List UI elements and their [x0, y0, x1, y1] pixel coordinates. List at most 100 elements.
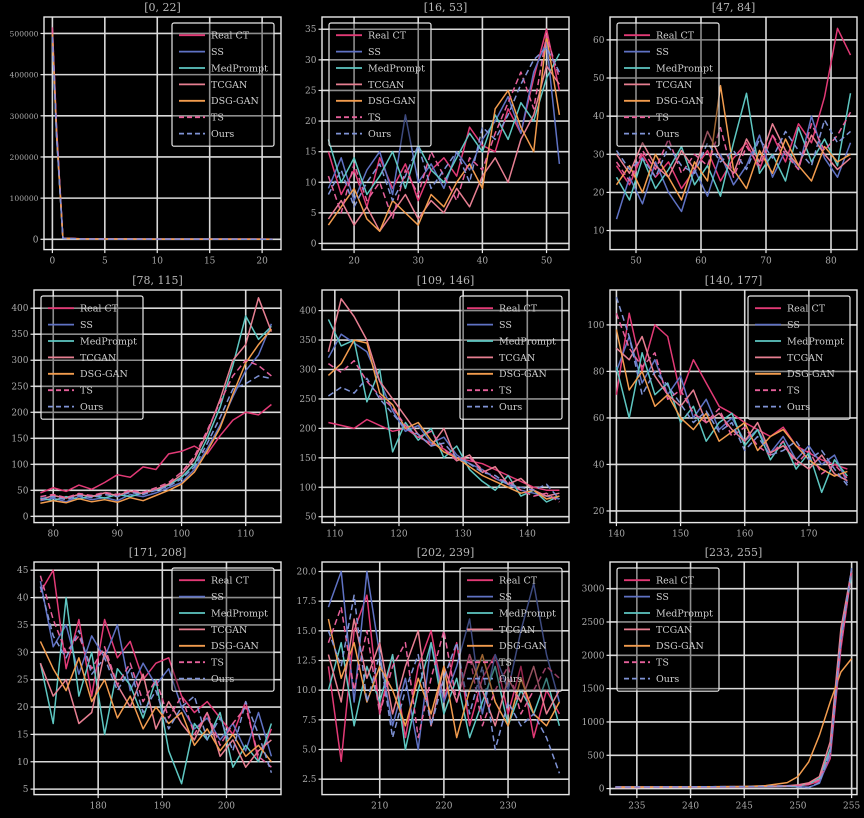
y-tick-label: 50 [593, 74, 605, 84]
legend-label-ours: Ours [211, 129, 234, 140]
series-line-real_ct [328, 418, 560, 491]
axes-spines [321, 288, 570, 523]
series-line-medprompt [327, 642, 561, 751]
legend: Real CT SS MedPrompt TCGAN DSG-GAN TS Ours [40, 294, 144, 420]
chart-canvas: 140 150 160 170 20 40 60 80 100 [140, 177] Real CT… [587, 274, 858, 539]
legend-label-dsg_gan: DSG-GAN [656, 641, 704, 652]
legend-label-dsg_gan: DSG-GAN [499, 641, 547, 652]
x-tick-label: 190 [154, 802, 171, 812]
series-line-ss [615, 335, 849, 484]
axes-spines [321, 561, 570, 796]
y-tick-label: 250 [11, 382, 28, 392]
series-line-medprompt [327, 53, 561, 196]
legend-label-tcgan: TCGAN [211, 625, 247, 636]
y-tick-label: 300000 [10, 112, 39, 121]
legend-label-real_ct: Real CT [499, 303, 538, 314]
axes-spines [609, 288, 858, 523]
legend: Real CT SS MedPrompt TCGAN DSG-GAN TS Ours [747, 294, 851, 420]
series-line-ts [615, 111, 852, 182]
subplot-16-53: 20 30 40 50 0 5 10 15 20 25 30 35 [16, 53] Real CT SS M… [288, 0, 576, 273]
x-tick-label: 200 [218, 802, 235, 812]
legend-label-ss: SS [368, 47, 381, 58]
legend-label-ss: SS [211, 47, 224, 58]
x-tick-label: 5 [102, 257, 108, 267]
y-tick-label: 400 [299, 306, 316, 316]
chart-canvas: 20 30 40 50 0 5 10 15 20 25 30 35 [16, 53] Real CT SS M… [305, 1, 570, 267]
y-tick-label: 7.5 [302, 716, 317, 726]
legend-label-ours: Ours [80, 402, 103, 413]
legend-label-ours: Ours [499, 402, 522, 413]
series-line-dsg_gan [39, 641, 272, 763]
legend-label-ts: TS [499, 385, 512, 396]
series-line-tcgan [327, 65, 561, 232]
legend-label-medprompt: MedPrompt [368, 63, 425, 74]
axes-spines [609, 16, 858, 251]
chart-canvas: 50 60 70 80 10 20 30 40 50 60 [47, 84] Real CT SS Med… [593, 1, 858, 267]
legend: Real CT SS MedPrompt TCGAN DSG-GAN TS Ours [616, 22, 720, 147]
legend-label-medprompt: MedPrompt [656, 63, 713, 74]
x-tick-label: 110 [237, 529, 254, 539]
series-line-medprompt [327, 318, 560, 503]
y-tick-label: 500000 [10, 29, 39, 38]
y-tick-label: 40 [593, 460, 605, 470]
series-line-ts [615, 312, 848, 479]
subplot-78-115: 80 90 100 110 0 50 100 150 200 250 300 350 400 [78, 1… [0, 273, 288, 546]
x-tick-label: 140 [608, 529, 625, 539]
axes-spines [321, 16, 570, 251]
legend-label-real_ct: Real CT [656, 31, 695, 42]
subplot-109-146: 110 120 130 140 50 100 150 200 250 300 350 400 [109,… [288, 273, 576, 546]
legend-label-real_ct: Real CT [499, 576, 538, 587]
x-tick-label: 250 [789, 802, 806, 812]
x-tick-label: 255 [843, 802, 860, 812]
y-tick-label: 35 [17, 621, 29, 631]
x-tick-label: 210 [371, 802, 388, 812]
legend-box [171, 22, 275, 147]
series-line-tcgan [39, 651, 272, 769]
y-tick-label: 0 [33, 235, 39, 245]
legend-box [616, 22, 720, 147]
y-tick-label: 100 [299, 483, 316, 493]
y-tick-label: 20 [593, 507, 605, 517]
y-tick-label: 25 [305, 86, 317, 96]
subplot-title: [202, 239] [417, 546, 475, 559]
y-tick-label: 10.0 [296, 686, 316, 696]
legend-label-ts: TS [656, 658, 669, 669]
legend-label-dsg_gan: DSG-GAN [499, 369, 547, 380]
legend: Real CT SS MedPrompt TCGAN DSG-GAN TS Ours [616, 567, 720, 692]
y-tick-label: 2.5 [302, 775, 317, 785]
x-tick-label: 230 [499, 802, 516, 812]
chart-canvas: 0 5 10 15 20 0 100000 200000 300000 400000 500000 [… [10, 1, 282, 267]
y-tick-label: 20 [305, 117, 317, 127]
x-tick-label: 245 [736, 802, 753, 812]
legend: Real CT SS MedPrompt TCGAN DSG-GAN TS Ours [171, 567, 275, 692]
subplot-171-208: 180 190 200 5 10 15 20 25 30 35 40 45 [171, 208] Real… [0, 545, 288, 818]
series-line-ours [51, 36, 273, 240]
y-tick-label: 17.5 [296, 597, 316, 607]
legend-label-real_ct: Real CT [368, 31, 407, 42]
y-tick-label: 3000 [582, 585, 605, 595]
series-line-dsg_gan [327, 619, 561, 739]
axes-spines [43, 16, 282, 251]
legend-label-ours: Ours [499, 674, 522, 685]
legend-label-medprompt: MedPrompt [80, 336, 137, 347]
x-tick-label: 50 [630, 257, 642, 267]
axes-spines [33, 561, 282, 796]
x-tick-label: 180 [90, 802, 107, 812]
series-line-dsg_gan [615, 658, 853, 789]
legend-label-real_ct: Real CT [211, 576, 250, 587]
chart-canvas: 235 240 245 250 255 0 500 1000 1500 2000 2500 3000 [… [582, 546, 861, 812]
y-tick-label: 30 [593, 150, 605, 160]
x-tick-label: 220 [435, 802, 452, 812]
y-tick-label: 350 [11, 330, 28, 340]
y-tick-label: 35 [305, 25, 317, 35]
chart-canvas: 180 190 200 5 10 15 20 25 30 35 40 45 [171, 208] Real… [17, 546, 282, 812]
legend-label-ss: SS [211, 592, 224, 603]
series-line-tcgan [327, 297, 560, 497]
y-tick-label: 100 [11, 460, 28, 470]
x-tick-label: 140 [519, 529, 536, 539]
y-tick-label: 200 [11, 408, 28, 418]
series-line-ours [40, 374, 272, 501]
series-line-dsg_gan [615, 84, 851, 201]
legend-label-ss: SS [787, 320, 800, 331]
legend-label-ts: TS [211, 113, 224, 124]
